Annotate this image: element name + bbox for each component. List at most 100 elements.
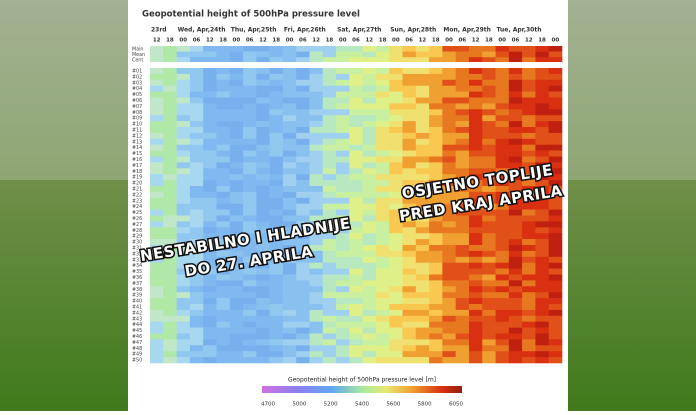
heat-cell: [229, 245, 244, 252]
heat-cell: [482, 262, 496, 269]
heat-cell: [455, 233, 470, 240]
heat-cell: [442, 239, 456, 246]
heat-cell: [296, 162, 310, 169]
heat-cell: [256, 46, 270, 52]
heat-cell: [495, 233, 510, 240]
heat-cell: [163, 103, 177, 110]
heat-cell: [415, 245, 430, 252]
heat-cell: [322, 203, 337, 210]
heat-cell: [150, 298, 164, 305]
heat-cell: [336, 138, 350, 145]
row-label: #18: [132, 169, 142, 175]
heat-cell: [508, 256, 523, 263]
heat-cell: [522, 286, 536, 293]
heat-cell: [522, 351, 536, 358]
heat-cell: [282, 132, 297, 140]
heat-cell: [535, 73, 550, 81]
heat-cell: [282, 227, 297, 234]
heat-cell: [442, 57, 456, 64]
heat-cell: [375, 203, 390, 210]
heat-cell: [229, 138, 244, 145]
heat-cell: [548, 91, 563, 98]
row-label: #39: [132, 293, 142, 299]
heat-cell: [389, 91, 403, 98]
heat-cell: [375, 57, 390, 64]
heat-cell: [243, 327, 257, 334]
heat-cell: [336, 162, 350, 169]
heat-cell: [389, 127, 403, 134]
heat-cell: [535, 315, 550, 322]
heat-cell: [375, 256, 390, 263]
heat-cell: [256, 262, 270, 269]
heat-cell: [548, 127, 563, 134]
heat-cell: [309, 186, 324, 193]
heat-cell: [548, 215, 563, 222]
heat-cell: [362, 197, 377, 204]
heat-cell: [176, 73, 191, 81]
heat-cell: [176, 91, 191, 98]
heat-cell: [256, 180, 270, 187]
row-label: #36: [132, 275, 142, 281]
heat-cell: [415, 168, 430, 175]
heat-cell: [535, 144, 550, 151]
heat-cell: [535, 138, 550, 145]
heat-cell: [455, 227, 470, 234]
heat-cell: [508, 345, 523, 352]
heat-cell: [282, 209, 297, 216]
day-label: Wed, Apr,24th: [178, 27, 226, 34]
heat-cell: [150, 197, 164, 204]
heat-cell: [322, 250, 337, 258]
heat-cell: [176, 97, 191, 104]
heat-cell: [468, 333, 483, 340]
heat-cell: [229, 197, 244, 204]
heat-cell: [216, 256, 231, 263]
heat-cell: [336, 132, 350, 140]
heat-cell: [508, 197, 523, 204]
heat-cell: [322, 51, 337, 58]
heat-cell: [322, 221, 337, 228]
heat-cell: [176, 286, 191, 293]
heat-cell: [429, 73, 443, 81]
heat-cell: [203, 209, 217, 216]
heat-cell: [256, 85, 270, 92]
heat-cell: [522, 162, 536, 169]
heat-cell: [349, 51, 363, 58]
heat-cell: [296, 91, 310, 98]
heat-cell: [548, 109, 563, 116]
heat-cell: [429, 79, 443, 86]
colorbar-label: Geopotential height of 500hPa pressure l…: [288, 377, 436, 384]
heat-cell: [389, 79, 403, 86]
heat-cell: [495, 174, 510, 181]
heat-cell: [362, 339, 377, 346]
heat-cell: [522, 221, 536, 228]
heat-cell: [508, 191, 523, 199]
heat-cell: [243, 286, 257, 293]
hour-label: 18: [485, 38, 493, 44]
heat-cell: [362, 239, 377, 246]
heat-cell: [269, 180, 284, 187]
heat-cell: [269, 298, 284, 305]
heat-cell: [455, 256, 470, 263]
heat-cell: [442, 333, 456, 340]
heat-cell: [176, 68, 191, 75]
heat-cell: [482, 286, 496, 293]
heat-cell: [495, 292, 510, 299]
heat-cell: [482, 68, 496, 75]
heat-cell: [176, 345, 191, 352]
heat-cell: [216, 315, 231, 322]
heat-cell: [269, 215, 284, 222]
heat-cell: [495, 197, 510, 204]
heat-cell: [415, 227, 430, 234]
heat-cell: [296, 221, 310, 228]
heat-cell: [216, 138, 231, 145]
heat-cell: [322, 46, 337, 52]
heat-cell: [548, 298, 563, 305]
heat-cell: [322, 227, 337, 234]
heat-cell: [216, 351, 231, 358]
heat-cell: [535, 180, 550, 187]
heat-cell: [442, 245, 456, 252]
heat-cell: [495, 286, 510, 293]
heat-cell: [402, 191, 417, 199]
hour-label: 00: [179, 38, 187, 44]
heat-cell: [522, 197, 536, 204]
